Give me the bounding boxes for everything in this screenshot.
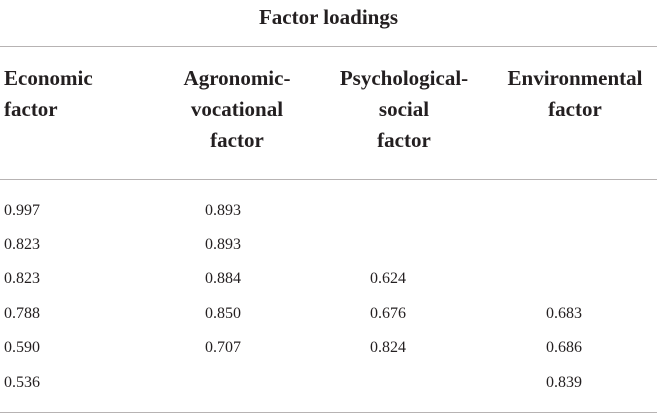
header-economic-factor: Economic factor: [4, 66, 93, 121]
cell-economic: 0.590: [4, 339, 40, 356]
header-rule: [0, 179, 657, 180]
table-title: Factor loadings: [258, 5, 399, 29]
cell-environmental: 0.839: [546, 374, 582, 391]
cell-environmental: 0.683: [546, 305, 582, 322]
cell-environmental: 0.686: [546, 339, 582, 356]
cell-economic: 0.823: [4, 236, 40, 253]
table-row: 0.823 0.893: [0, 235, 657, 269]
cell-agronomic: 0.893: [205, 202, 241, 219]
table-row: 0.788 0.850 0.676 0.683: [0, 304, 657, 338]
cell-agronomic: 0.850: [205, 305, 241, 322]
table-row: 0.536 0.839: [0, 373, 657, 407]
cell-psychological: 0.624: [370, 270, 406, 287]
cell-economic: 0.536: [4, 374, 40, 391]
header-environmental-factor: Environmental factor: [507, 66, 643, 121]
cell-agronomic: 0.893: [205, 236, 241, 253]
cell-agronomic: 0.884: [205, 270, 241, 287]
top-rule: [0, 46, 657, 47]
cell-economic: 0.997: [4, 202, 40, 219]
table-row: 0.590 0.707 0.824 0.686: [0, 338, 657, 372]
cell-psychological: 0.676: [370, 305, 406, 322]
table-row: 0.997 0.893: [0, 201, 657, 235]
header-agronomic-vocational-factor: Agronomic- vocational factor: [183, 66, 291, 152]
bottom-rule: [0, 412, 657, 413]
cell-economic: 0.823: [4, 270, 40, 287]
cell-economic: 0.788: [4, 305, 40, 322]
table-row: 0.823 0.884 0.624: [0, 269, 657, 303]
cell-psychological: 0.824: [370, 339, 406, 356]
header-psychological-social-factor: Psychological- social factor: [339, 66, 469, 152]
cell-agronomic: 0.707: [205, 339, 241, 356]
